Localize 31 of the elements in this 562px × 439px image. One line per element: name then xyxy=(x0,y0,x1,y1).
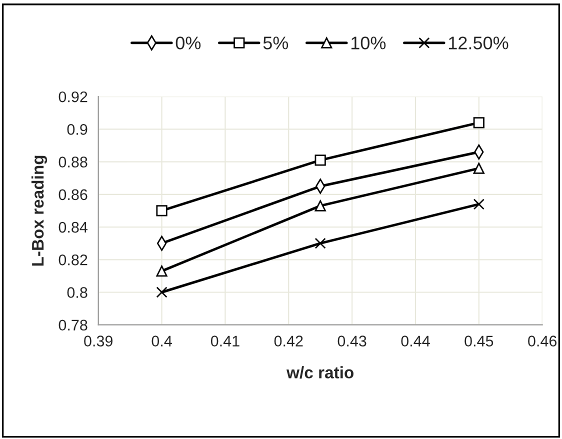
point xyxy=(314,154,326,166)
y-tick-label: 0.82 xyxy=(58,254,88,266)
x-tick-label: 0.4 xyxy=(152,336,172,346)
x-tick-label: 0.39 xyxy=(84,336,112,346)
x-tick-label: 0.44 xyxy=(401,336,430,346)
y-axis-title: L-Box reading xyxy=(31,156,48,266)
x-axis-title: w/c ratio xyxy=(286,366,354,379)
x-tick-label: 0.43 xyxy=(338,336,366,346)
x-tick-label: 0.46 xyxy=(528,336,557,346)
y-tick-label: 0.86 xyxy=(58,189,88,200)
point xyxy=(156,265,168,277)
y-tick-label: 0.9 xyxy=(67,124,88,135)
legend-label: 5% xyxy=(263,36,288,50)
y-tick-label: 0.84 xyxy=(58,222,88,233)
legend-label: 0% xyxy=(176,36,201,50)
y-tick-label: 0.92 xyxy=(58,91,88,102)
y-tick-label: 0.78 xyxy=(58,320,88,331)
x-tick-label: 0.41 xyxy=(210,336,240,346)
point xyxy=(156,286,168,298)
point xyxy=(314,200,326,212)
point xyxy=(473,117,484,128)
y-tick-label: 0.8 xyxy=(67,287,88,298)
point xyxy=(473,162,484,174)
x-tick-label: 0.42 xyxy=(274,336,303,346)
x-tick-label: 0.45 xyxy=(464,336,494,346)
legend-label: 10% xyxy=(351,36,386,50)
point xyxy=(314,238,326,249)
legend-label: 12.50% xyxy=(449,36,508,50)
point xyxy=(156,205,168,216)
point xyxy=(473,198,484,210)
y-tick-label: 0.88 xyxy=(58,156,88,168)
